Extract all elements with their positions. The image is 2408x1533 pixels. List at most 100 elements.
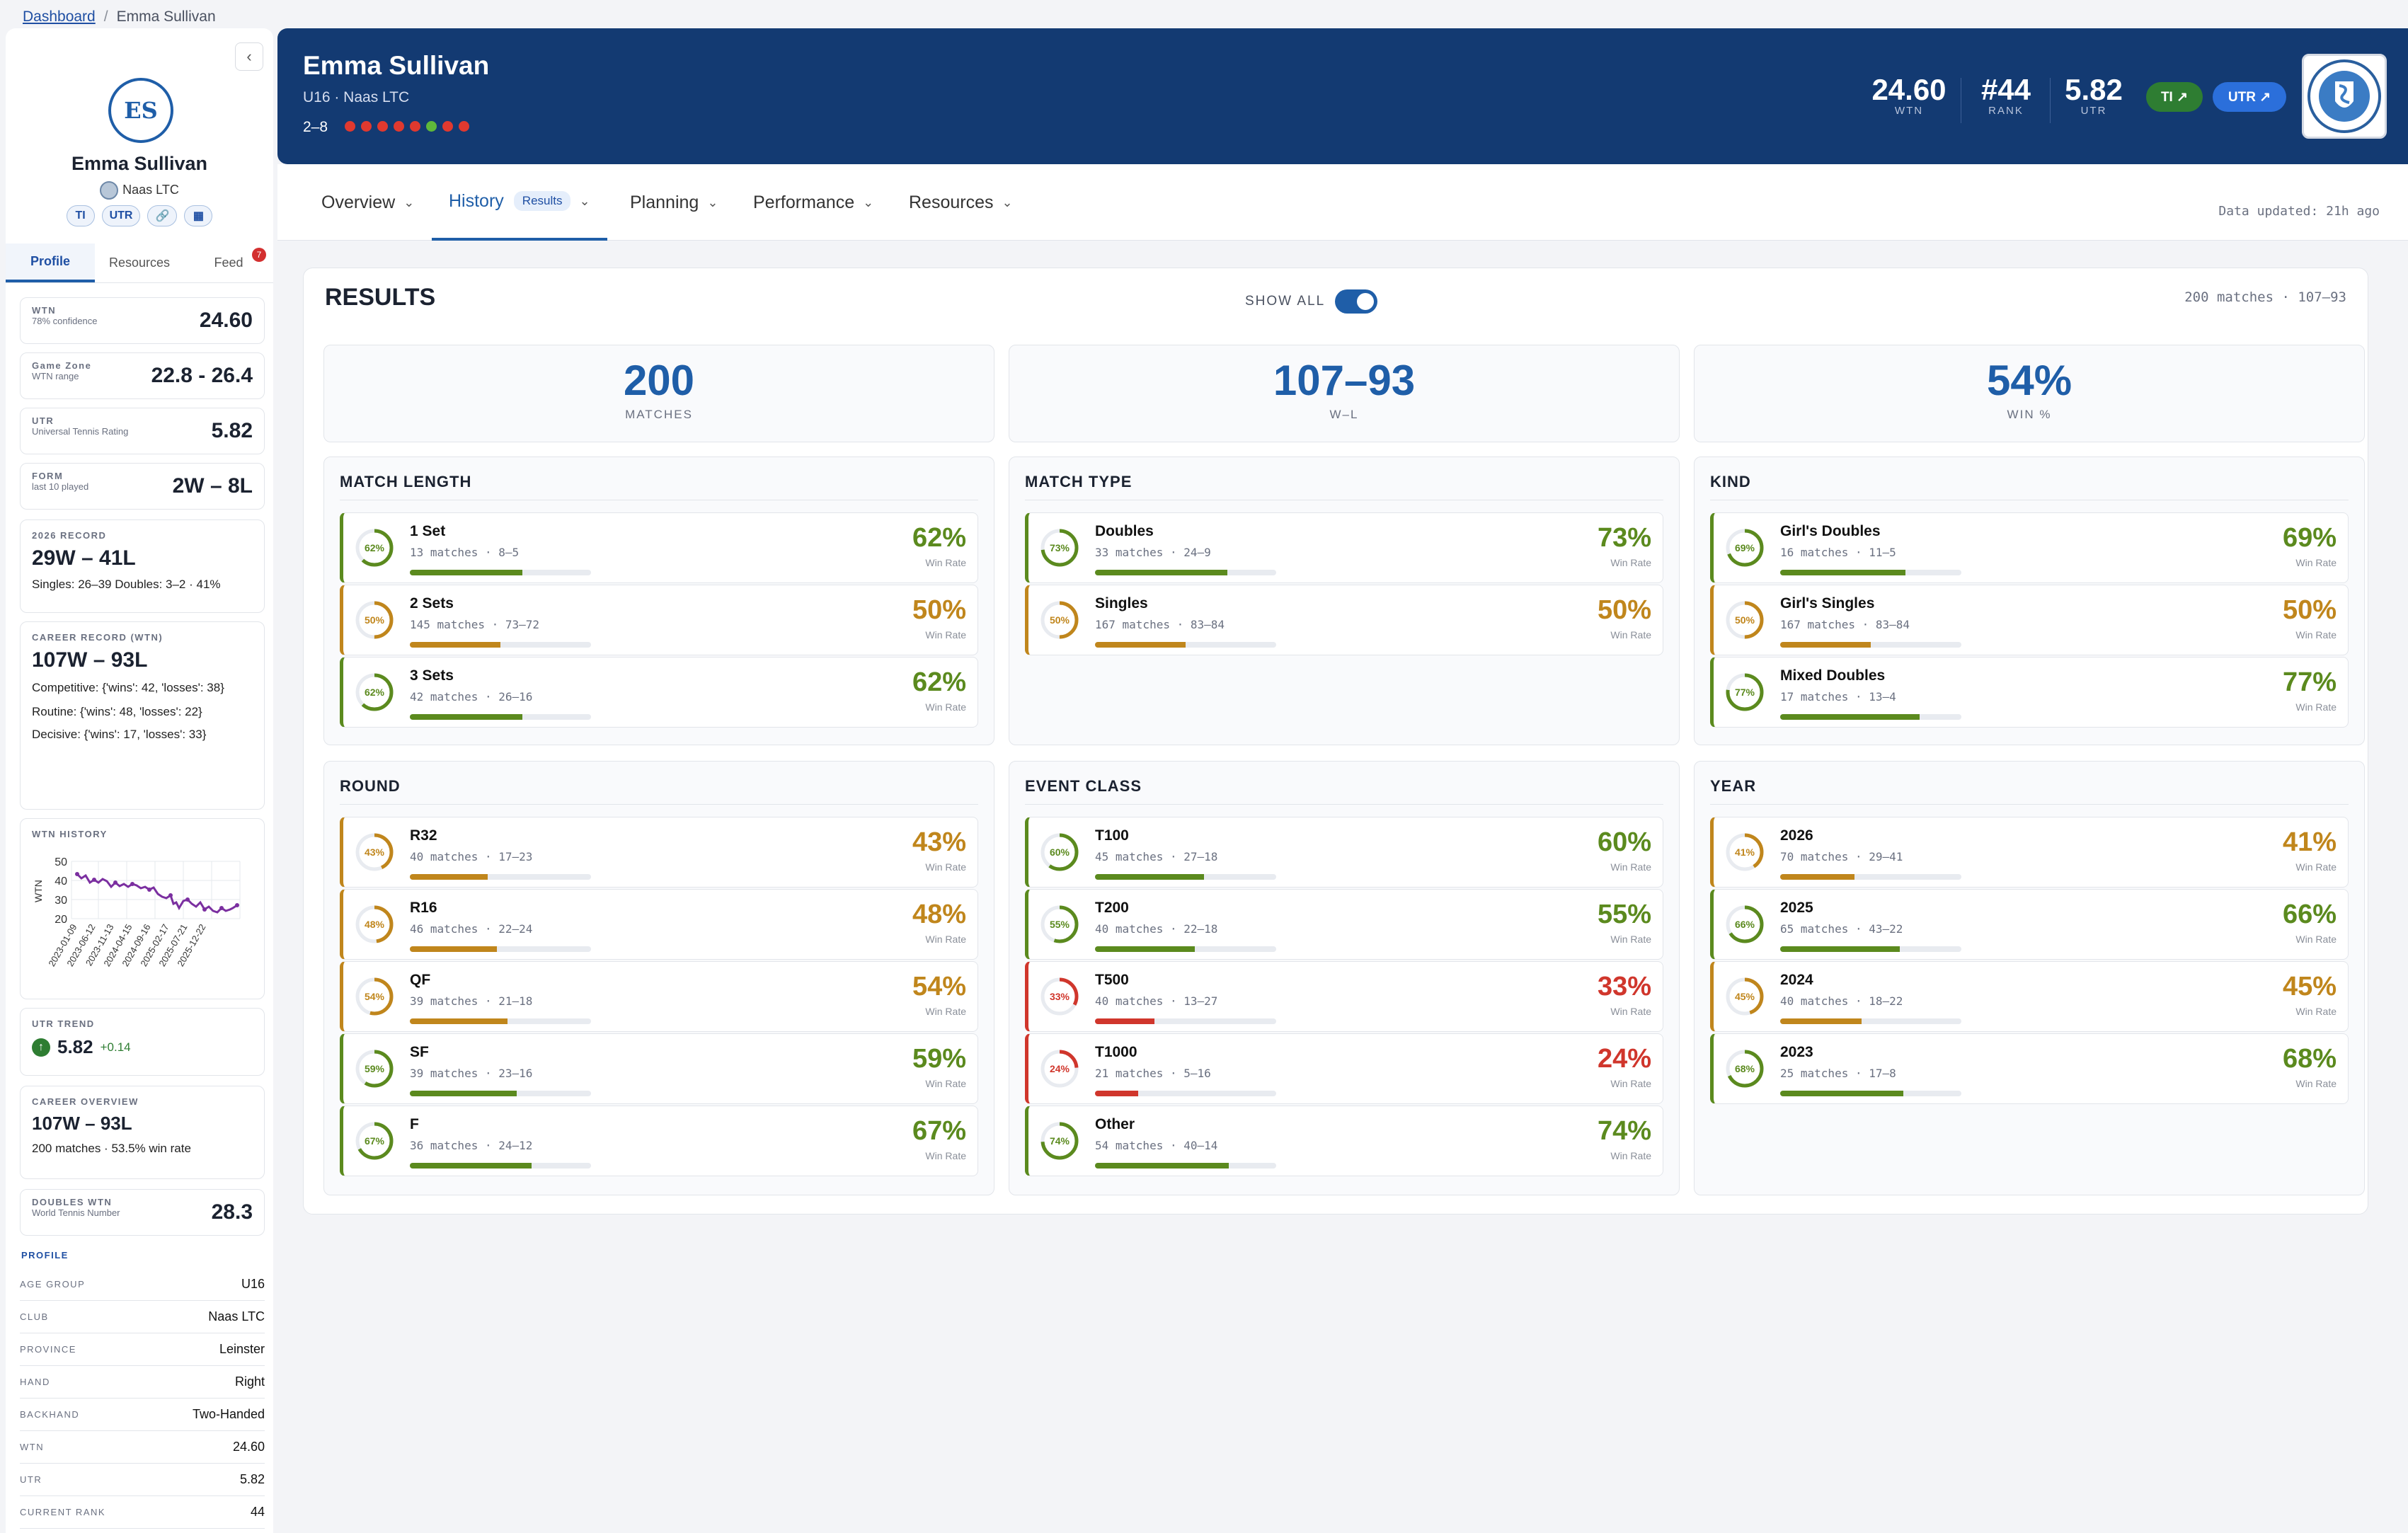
nav-planning[interactable]: Planning ⌄ bbox=[630, 164, 718, 241]
nav-resources-label: Resources bbox=[909, 192, 994, 212]
win-rate-bar bbox=[1780, 1091, 1961, 1096]
row-win-pct: 59% bbox=[912, 1044, 966, 1074]
row-win-pct: 62% bbox=[912, 523, 966, 553]
link-icon[interactable]: 🔗 bbox=[147, 205, 178, 226]
record-2026-value: 29W – 41L bbox=[32, 546, 136, 570]
form-dots bbox=[339, 119, 470, 136]
win-rate-bar bbox=[1095, 1091, 1276, 1096]
breakdown-row[interactable]: 24% T1000 21 matches · 5–16 24% Win Rate bbox=[1025, 1033, 1663, 1104]
ring-label: 77% bbox=[1735, 687, 1755, 698]
feed-badge: 7 bbox=[252, 248, 266, 262]
win-rate-bar bbox=[410, 946, 591, 952]
wtn-card-sub: 78% confidence bbox=[32, 316, 98, 326]
breakdown-row[interactable]: 43% R32 40 matches · 17–23 43% Win Rate bbox=[340, 817, 978, 888]
kpi-wl-value: 107–93 bbox=[1273, 357, 1416, 404]
nav-performance[interactable]: Performance ⌄ bbox=[753, 164, 873, 241]
form-dot bbox=[442, 121, 454, 132]
show-all-toggle[interactable] bbox=[1335, 289, 1378, 314]
tab-resources[interactable]: Resources bbox=[108, 256, 171, 270]
utr-card: UTR Universal Tennis Rating 5.82 bbox=[20, 408, 265, 454]
form-card-sub: last 10 played bbox=[32, 481, 89, 492]
breakdown-row[interactable]: 60% T100 45 matches · 27–18 60% Win Rate bbox=[1025, 817, 1663, 888]
utr-chip[interactable]: UTR bbox=[101, 205, 141, 226]
breakdown-row[interactable]: 74% Other 54 matches · 40–14 74% Win Rat… bbox=[1025, 1106, 1663, 1176]
win-rate-ring: 45% bbox=[1726, 977, 1764, 1016]
breakdown-group: EVENT CLASS 60% T100 45 matches · 27–18 … bbox=[1009, 761, 1680, 1195]
row-label: 3 Sets bbox=[410, 667, 454, 684]
nav-history[interactable]: History Results ⌄ bbox=[432, 164, 607, 241]
group-title: KIND bbox=[1710, 473, 1751, 490]
nav-resources[interactable]: Resources ⌄ bbox=[909, 164, 1013, 241]
breakdown-row[interactable]: 62% 3 Sets 42 matches · 26–16 62% Win Ra… bbox=[340, 657, 978, 728]
ring-label: 50% bbox=[1050, 614, 1070, 626]
breadcrumb-current: Emma Sullivan bbox=[116, 8, 216, 25]
profile-chips: TI UTR 🔗 ▦ bbox=[6, 205, 273, 226]
show-all-label: SHOW ALL bbox=[1245, 294, 1326, 309]
nav-overview-label: Overview bbox=[321, 192, 396, 212]
win-rate-bar-fill bbox=[410, 570, 522, 575]
kpi-win-pct: 54% WIN % bbox=[1694, 345, 2365, 442]
record-2026-card: 2026 RECORD 29W – 41L Singles: 26–39 Dou… bbox=[20, 519, 265, 613]
breakdown-row[interactable]: 69% Girl's Doubles 16 matches · 11–5 69%… bbox=[1710, 512, 2349, 583]
tab-feed[interactable]: Feed 7 bbox=[184, 243, 273, 282]
row-label: 2025 bbox=[1780, 900, 1813, 916]
nav-overview[interactable]: Overview ⌄ bbox=[321, 164, 414, 241]
row-win-pct: 43% bbox=[912, 827, 966, 857]
breakdown-row[interactable]: 77% Mixed Doubles 17 matches · 13–4 77% … bbox=[1710, 657, 2349, 728]
chevron-down-icon: ⌄ bbox=[863, 195, 874, 209]
win-rate-bar-fill bbox=[1780, 570, 1905, 575]
divider bbox=[2050, 78, 2051, 123]
row-win-pct: 54% bbox=[912, 972, 966, 1001]
breakdown-row[interactable]: 62% 1 Set 13 matches · 8–5 62% Win Rate bbox=[340, 512, 978, 583]
breakdown-row[interactable]: 50% Girl's Singles 167 matches · 83–84 5… bbox=[1710, 585, 2349, 655]
breakdown-row[interactable]: 45% 2024 40 matches · 18–22 45% Win Rate bbox=[1710, 961, 2349, 1032]
utr-link-button[interactable]: UTR ↗ bbox=[2213, 82, 2286, 112]
row-label: T200 bbox=[1095, 900, 1129, 916]
breakdown-row[interactable]: 59% SF 39 matches · 23–16 59% Win Rate bbox=[340, 1033, 978, 1104]
profile-key: PROVINCE bbox=[20, 1344, 76, 1355]
breakdown-row[interactable]: 68% 2023 25 matches · 17–8 68% Win Rate bbox=[1710, 1033, 2349, 1104]
grid-icon[interactable]: ▦ bbox=[184, 205, 213, 226]
breakdown-row[interactable]: 55% T200 40 matches · 22–18 55% Win Rate bbox=[1025, 889, 1663, 960]
history-results-badge: Results bbox=[513, 191, 571, 211]
row-sub: 167 matches · 83–84 bbox=[1095, 618, 1225, 631]
row-win-pct: 55% bbox=[1597, 900, 1651, 929]
header-wtn-label: WTN bbox=[1894, 105, 1924, 117]
breadcrumb-dashboard-link[interactable]: Dashboard bbox=[23, 8, 96, 25]
breakdown-row[interactable]: 50% Singles 167 matches · 83–84 50% Win … bbox=[1025, 585, 1663, 655]
ti-chip[interactable]: TI bbox=[66, 205, 95, 226]
row-label: Mixed Doubles bbox=[1780, 667, 1886, 684]
breakdown-row[interactable]: 73% Doubles 33 matches · 24–9 73% Win Ra… bbox=[1025, 512, 1663, 583]
chevron-down-icon: ⌄ bbox=[579, 193, 590, 208]
doubles-wtn-label: DOUBLES WTN bbox=[32, 1197, 113, 1207]
utr-trend-card: UTR TREND ↑ 5.82 +0.14 bbox=[20, 1008, 265, 1076]
row-win-rate-label: Win Rate bbox=[2295, 701, 2337, 713]
breakdown-row[interactable]: 50% 2 Sets 145 matches · 73–72 50% Win R… bbox=[340, 585, 978, 655]
arrow-up-icon: ↑ bbox=[32, 1038, 50, 1057]
row-sub: 46 matches · 22–24 bbox=[410, 922, 533, 936]
wtn-card-label: WTN bbox=[32, 305, 57, 316]
header-player-name: Emma Sullivan bbox=[303, 51, 490, 80]
ti-link-button[interactable]: TI ↗ bbox=[2146, 82, 2203, 112]
breakdown-row[interactable]: 54% QF 39 matches · 21–18 54% Win Rate bbox=[340, 961, 978, 1032]
win-rate-ring: 43% bbox=[355, 833, 394, 871]
tab-profile[interactable]: Profile bbox=[6, 243, 95, 282]
profile-key: WTN bbox=[20, 1442, 45, 1452]
kpi-wl-label: W–L bbox=[1329, 408, 1359, 421]
profile-value: 5.82 bbox=[239, 1472, 265, 1486]
wtn-history-card: WTN HISTORY 50 40 30 20 WTN 2023-01-09 2… bbox=[20, 818, 265, 999]
profile-value: U16 bbox=[241, 1277, 265, 1291]
row-win-rate-label: Win Rate bbox=[925, 701, 966, 713]
ring-label: 67% bbox=[365, 1135, 385, 1147]
row-win-rate-label: Win Rate bbox=[1610, 1006, 1651, 1017]
breakdown-row[interactable]: 41% 2026 70 matches · 29–41 41% Win Rate bbox=[1710, 817, 2349, 888]
breakdown-row[interactable]: 66% 2025 65 matches · 43–22 66% Win Rate bbox=[1710, 889, 2349, 960]
breakdown-row[interactable]: 33% T500 40 matches · 13–27 33% Win Rate bbox=[1025, 961, 1663, 1032]
collapse-sidebar-button[interactable]: ‹ bbox=[235, 42, 263, 71]
doubles-wtn-sub: World Tennis Number bbox=[32, 1207, 120, 1218]
ring-label: 62% bbox=[365, 542, 385, 553]
career-record-label: CAREER RECORD (WTN) bbox=[32, 632, 164, 643]
y-axis-label: WTN bbox=[33, 880, 44, 902]
breakdown-row[interactable]: 48% R16 46 matches · 22–24 48% Win Rate bbox=[340, 889, 978, 960]
breakdown-row[interactable]: 67% F 36 matches · 24–12 67% Win Rate bbox=[340, 1106, 978, 1176]
